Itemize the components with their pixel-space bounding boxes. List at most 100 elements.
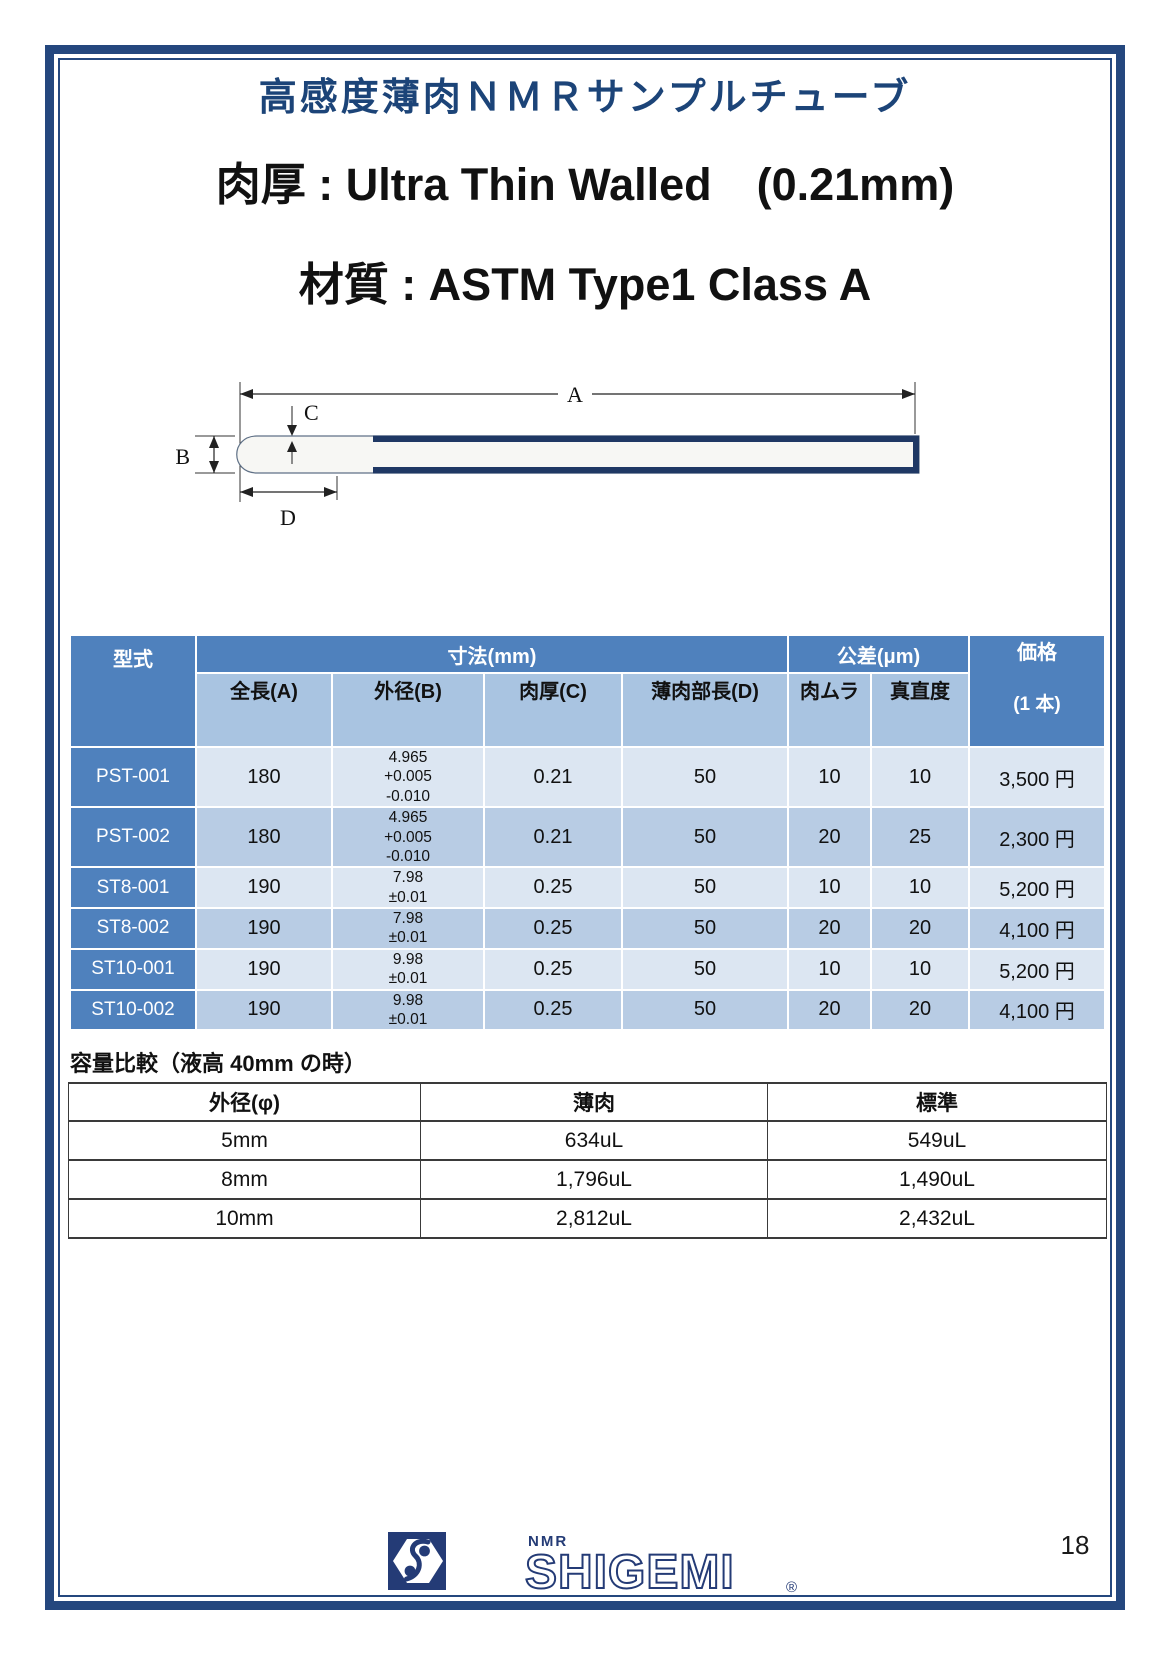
table-row: PST-002 180 4.965 +0.005 -0.010 0.21 50 … [71, 808, 1104, 867]
unevenness-cell: 10 [789, 949, 870, 989]
vol-standard-cell: 549uL [767, 1120, 1107, 1161]
material-subtitle: 材質 : ASTM Type1 Class A [298, 259, 872, 310]
price-cell: 5,200 円 [970, 868, 1104, 907]
col-header-model: 型式 [71, 636, 195, 746]
table-row: ST8-001 190 7.98 ±0.01 0.25 50 10 10 5,2… [71, 868, 1104, 907]
price-unit-label: (1 本) [1013, 694, 1061, 715]
unevenness-cell: 20 [789, 808, 870, 867]
thin-length-cell: 50 [623, 949, 787, 989]
col-header-unevenness: 肉ムラ [789, 674, 870, 746]
wall-cell: 0.25 [485, 990, 621, 1030]
table-row: PST-001 180 4.965 +0.005 -0.010 0.21 50 … [71, 748, 1104, 807]
wall-cell: 0.25 [485, 868, 621, 907]
price-cell: 3,500 円 [970, 748, 1104, 807]
od-cell: 7.98 ±0.01 [333, 909, 483, 948]
vol-thin-cell: 1,796uL [420, 1159, 768, 1200]
col-header-straightness: 真直度 [872, 674, 968, 746]
unevenness-cell: 20 [789, 909, 870, 948]
table-row: ST10-001 190 9.98 ±0.01 0.25 50 10 10 5,… [71, 949, 1104, 989]
vol-thin-cell: 2,812uL [420, 1198, 768, 1239]
table-row: 8mm 1,796uL 1,490uL [68, 1159, 1107, 1200]
vol-od-cell: 5mm [68, 1120, 421, 1161]
thin-length-cell: 50 [623, 990, 787, 1030]
page-title: 高感度薄肉ＮＭＲサンプルチューブ [258, 77, 912, 119]
dim-label-d: D [280, 505, 296, 530]
dim-label-c: C [304, 400, 319, 425]
wall-cell: 0.21 [485, 748, 621, 807]
thin-length-cell: 50 [623, 868, 787, 907]
length-cell: 190 [197, 949, 331, 989]
unevenness-cell: 10 [789, 748, 870, 807]
col-header-thin-length: 薄肉部長(D) [623, 674, 787, 746]
logo-brand-text: SHIGEMI [525, 1546, 735, 1596]
table-row: 5mm 634uL 549uL [68, 1120, 1107, 1161]
shigemi-logo-icon [388, 1532, 446, 1590]
length-cell: 190 [197, 868, 331, 907]
col-header-od: 外径(B) [333, 674, 483, 746]
col-header-tolerance: 公差(μm) [789, 636, 968, 672]
col-header-wall: 肉厚(C) [485, 674, 621, 746]
volume-comparison-table: 外径(φ) 薄肉 標準 5mm 634uL 549uL 8mm 1,796uL … [68, 1082, 1107, 1239]
dim-label-a: A [567, 382, 583, 407]
dim-label-b: B [175, 444, 190, 469]
od-cell: 9.98 ±0.01 [333, 949, 483, 989]
table-row: 10mm 2,812uL 2,432uL [68, 1198, 1107, 1239]
unevenness-cell: 20 [789, 990, 870, 1030]
length-cell: 190 [197, 909, 331, 948]
spec-price-table: 型式 寸法(mm) 公差(μm) 価格 (1 本) 全長(A) 外径(B) 肉厚… [69, 634, 1106, 1032]
straightness-cell: 10 [872, 748, 968, 807]
vol-od-cell: 10mm [68, 1198, 421, 1239]
length-cell: 180 [197, 808, 331, 867]
tube-dimension-diagram: A C B D [175, 382, 920, 530]
price-cell: 5,200 円 [970, 949, 1104, 989]
price-cell: 4,100 円 [970, 990, 1104, 1030]
vol-header-standard: 標準 [767, 1082, 1107, 1122]
od-cell: 4.965 +0.005 -0.010 [333, 808, 483, 867]
vol-thin-cell: 634uL [420, 1120, 768, 1161]
thin-length-cell: 50 [623, 748, 787, 807]
vol-header-od: 外径(φ) [68, 1082, 421, 1122]
vol-standard-cell: 2,432uL [767, 1198, 1107, 1239]
vol-header-thin: 薄肉 [420, 1082, 768, 1122]
model-cell: ST10-001 [71, 949, 195, 989]
registered-trademark-symbol: ® [786, 1579, 797, 1596]
od-cell: 4.965 +0.005 -0.010 [333, 748, 483, 807]
straightness-cell: 20 [872, 990, 968, 1030]
page-border-inner [58, 58, 1112, 1597]
col-header-length: 全長(A) [197, 674, 331, 746]
col-header-dimensions: 寸法(mm) [197, 636, 787, 672]
wall-cell: 0.25 [485, 949, 621, 989]
od-cell: 7.98 ±0.01 [333, 868, 483, 907]
straightness-cell: 10 [872, 949, 968, 989]
shigemi-logo: NMR SHIGEMI ® [388, 1532, 797, 1596]
volume-table-caption: 容量比較（液高 40mm の時） [70, 1051, 366, 1076]
thin-length-cell: 50 [623, 808, 787, 867]
price-label: 価格 [1017, 642, 1057, 664]
straightness-cell: 25 [872, 808, 968, 867]
wall-cell: 0.25 [485, 909, 621, 948]
wall-thickness-subtitle: 肉厚 : Ultra Thin Walled (0.21mm) [215, 159, 955, 210]
model-cell: ST8-002 [71, 909, 195, 948]
model-cell: PST-002 [71, 808, 195, 867]
model-cell: ST10-002 [71, 990, 195, 1030]
thin-length-cell: 50 [623, 909, 787, 948]
model-cell: ST8-001 [71, 868, 195, 907]
straightness-cell: 10 [872, 868, 968, 907]
straightness-cell: 20 [872, 909, 968, 948]
table-row: ST8-002 190 7.98 ±0.01 0.25 50 20 20 4,1… [71, 909, 1104, 948]
table-row: ST10-002 190 9.98 ±0.01 0.25 50 20 20 4,… [71, 990, 1104, 1030]
price-cell: 2,300 円 [970, 808, 1104, 867]
model-cell: PST-001 [71, 748, 195, 807]
vol-od-cell: 8mm [68, 1159, 421, 1200]
vol-standard-cell: 1,490uL [767, 1159, 1107, 1200]
unevenness-cell: 10 [789, 868, 870, 907]
page-number: 18 [1060, 1530, 1090, 1560]
price-cell: 4,100 円 [970, 909, 1104, 948]
page-border-outer [45, 45, 1125, 1610]
col-header-price: 価格 (1 本) [970, 636, 1104, 746]
length-cell: 190 [197, 990, 331, 1030]
wall-cell: 0.21 [485, 808, 621, 867]
length-cell: 180 [197, 748, 331, 807]
logo-nmr-text: NMR [528, 1533, 568, 1550]
